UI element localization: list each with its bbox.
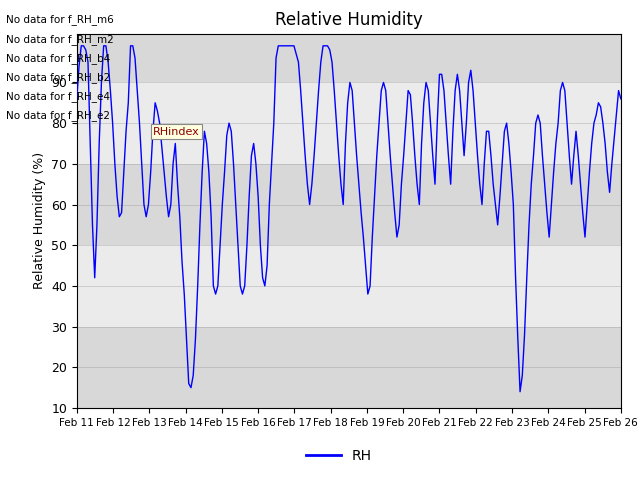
Bar: [77, 83, 621, 164]
Bar: [77, 34, 621, 83]
Legend: RH: RH: [301, 443, 378, 468]
Text: RHindex: RHindex: [153, 127, 200, 137]
Bar: [77, 326, 621, 408]
Text: No data for f_RH_m2: No data for f_RH_m2: [6, 34, 114, 45]
Text: No data for f_RH_m6: No data for f_RH_m6: [6, 14, 114, 25]
Text: No data for f_RH_b2: No data for f_RH_b2: [6, 72, 111, 83]
Bar: [77, 164, 621, 245]
Title: Relative Humidity: Relative Humidity: [275, 11, 422, 29]
Y-axis label: Relative Humidity (%): Relative Humidity (%): [33, 152, 45, 289]
Text: No data for f_RH_b4: No data for f_RH_b4: [6, 53, 111, 64]
Text: No data for f_RH_e4: No data for f_RH_e4: [6, 91, 111, 102]
Bar: [77, 245, 621, 326]
Text: No data for f_RH_e2: No data for f_RH_e2: [6, 110, 111, 121]
